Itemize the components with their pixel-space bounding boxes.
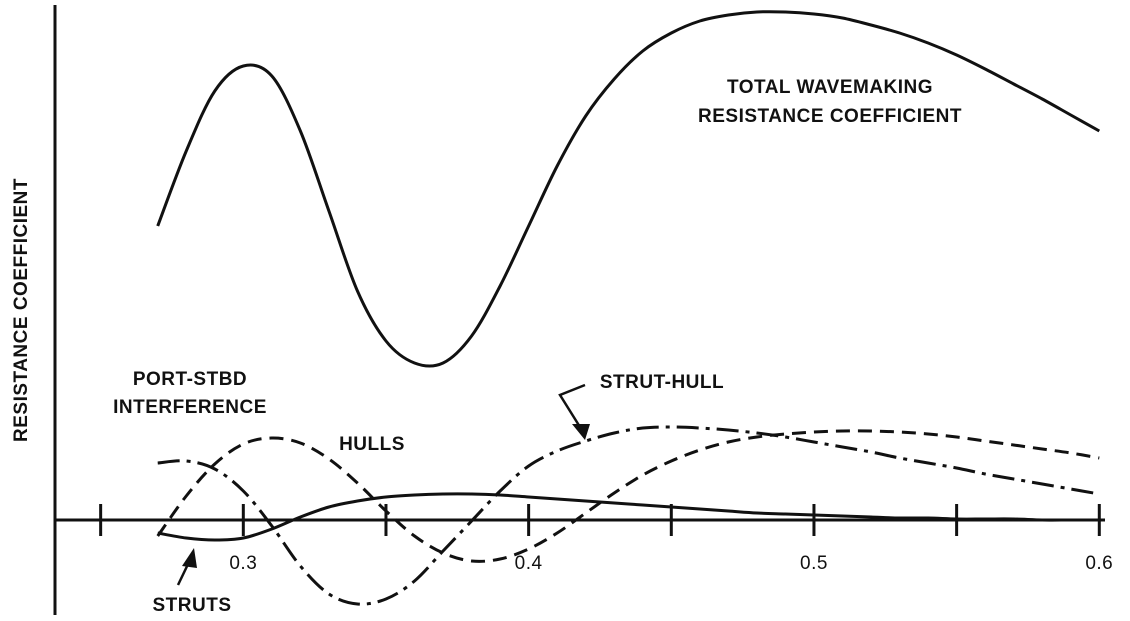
annotation: TOTAL WAVEMAKING [727, 77, 933, 98]
x-tick-label: 0.4 [515, 553, 543, 574]
annotation: INTERFERENCE [113, 397, 267, 418]
annotation: STRUT-HULL [600, 372, 724, 393]
curve [156, 429, 1100, 563]
curve [156, 10, 1101, 368]
annotation: RESISTANCE COEFFICIENT [698, 106, 962, 127]
x-tick-label: 0.6 [1085, 553, 1113, 574]
annotation: PORT-STBD [133, 369, 247, 390]
arrowhead [572, 424, 590, 440]
y-axis-label: RESISTANCE COEFFICIENT [11, 178, 32, 442]
x-tick-label: 0.3 [229, 553, 257, 574]
annotation: STRUTS [153, 595, 232, 616]
curve [157, 425, 1100, 606]
arrowhead [182, 548, 197, 568]
x-tick-label: 0.5 [800, 553, 828, 574]
strut-hull-arrow [558, 383, 587, 436]
annotation: HULLS [339, 434, 405, 455]
curve [157, 492, 1100, 542]
